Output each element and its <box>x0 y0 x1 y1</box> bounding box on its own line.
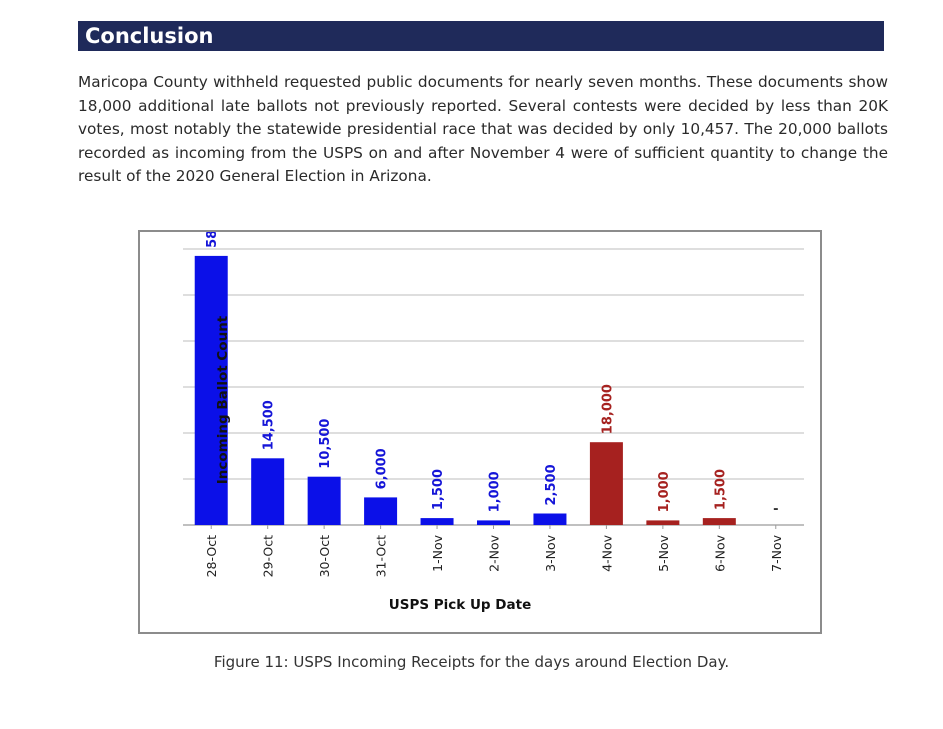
body-paragraph: Maricopa County withheld requested publi… <box>78 73 888 186</box>
bar-chart: 58,500 28-Oct 14,500 29-Oct 10,500 30-Oct 6,00… <box>183 232 804 577</box>
section-title: Conclusion <box>85 24 214 48</box>
x-tick-label-3-nov: 3-Nov <box>543 534 558 571</box>
y-axis-label: Incoming Ballot Count <box>215 315 231 485</box>
data-label-28-oct: 58,500 <box>205 232 220 248</box>
x-tick-label-31-oct: 31-Oct <box>374 535 389 577</box>
bar-29-oct <box>251 458 285 525</box>
data-label-31-oct: 6,000 <box>375 448 390 489</box>
bar-28-oct <box>194 255 228 525</box>
chart-frame: 58,500 28-Oct 14,500 29-Oct 10,500 30-Oct 6,00… <box>138 230 822 634</box>
x-tick-label-2-nov: 2-Nov <box>487 534 502 571</box>
x-tick-label-29-oct: 29-Oct <box>261 535 276 577</box>
bar-5-nov <box>646 520 680 525</box>
data-label-3-nov: 2,500 <box>544 464 559 505</box>
data-label-30-oct: 10,500 <box>318 419 333 469</box>
bar-4-nov <box>589 442 623 525</box>
data-label-4-nov: 18,000 <box>600 384 615 434</box>
bar-30-oct <box>307 476 341 525</box>
figure-caption: Figure 11: USPS Incoming Receipts for th… <box>213 653 730 671</box>
x-tick-label-4-nov: 4-Nov <box>599 534 614 571</box>
bar-1-nov <box>420 518 454 525</box>
x-axis-label: USPS Pick Up Date <box>388 597 532 613</box>
x-tick-label-6-nov: 6-Nov <box>712 534 727 571</box>
bar-2-nov <box>477 520 510 525</box>
bar-31-oct <box>364 497 398 525</box>
data-label-5-nov: 1,000 <box>657 471 672 512</box>
section-header: Conclusion <box>78 21 884 51</box>
data-label-7-nov: - <box>773 502 778 517</box>
x-tick-label-1-nov: 1-Nov <box>430 534 445 571</box>
data-label-2-nov: 1,000 <box>488 471 503 512</box>
x-tick-label-5-nov: 5-Nov <box>656 534 671 571</box>
data-label-29-oct: 14,500 <box>262 400 277 450</box>
bar-6-nov <box>702 518 736 525</box>
x-tick-label-30-oct: 30-Oct <box>317 535 332 577</box>
bar-3-nov <box>533 513 567 525</box>
data-label-1-nov: 1,500 <box>431 469 446 510</box>
x-tick-label-7-nov: 7-Nov <box>769 534 784 571</box>
x-tick-label-28-oct: 28-Oct <box>204 535 219 577</box>
data-label-6-nov: 1,500 <box>713 469 728 510</box>
